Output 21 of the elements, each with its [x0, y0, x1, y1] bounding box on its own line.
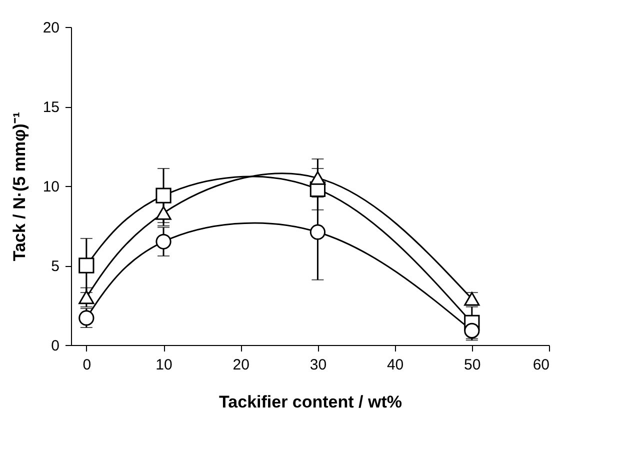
y-tick-label: 10 [42, 178, 60, 196]
y-tick-label: 0 [51, 338, 60, 354]
x-tick-label: 20 [232, 356, 250, 374]
x-tick-label: 60 [532, 356, 550, 374]
x-axis-title: Tackifier content / wt% [219, 392, 402, 412]
x-tick-label: 40 [386, 356, 404, 374]
x-tick-label: 0 [82, 356, 92, 374]
y-axis-title: Tack / N·(5 mmφ)⁻¹ [10, 112, 29, 262]
point [156, 206, 172, 220]
point [310, 224, 326, 240]
point [78, 290, 94, 304]
x-tick-label: 30 [310, 356, 327, 374]
point [156, 234, 172, 250]
point [310, 171, 326, 185]
y-tick-label: 5 [51, 258, 60, 275]
y-tick-label: 15 [42, 99, 60, 116]
x-tick-label: 10 [156, 356, 172, 374]
x-tick-label: 50 [464, 356, 481, 374]
point [78, 258, 94, 274]
point [156, 188, 172, 204]
y-tick-label: 20 [42, 20, 60, 36]
